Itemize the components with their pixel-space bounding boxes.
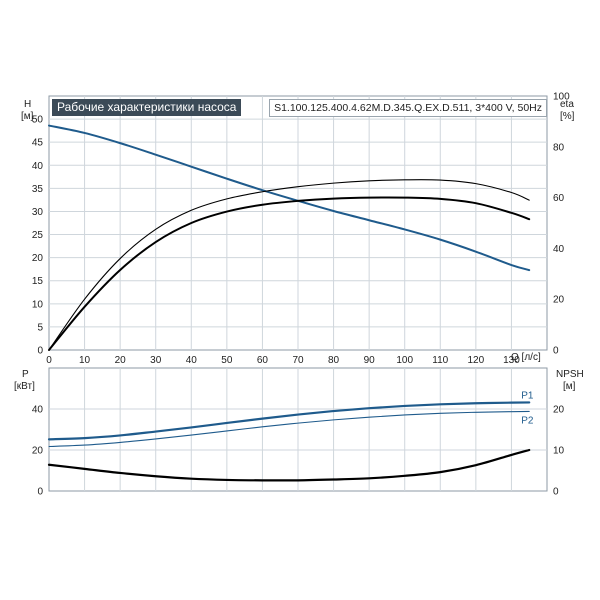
upper-right-tick-label: 80 (553, 142, 565, 153)
x-tick-label: 100 (396, 355, 413, 366)
upper-ticks: 0 10 20 30 40 50 60 70 80 90 100 110 120 130 0 5 10 15 20 2… (32, 92, 570, 367)
upper-right-tick-label: 0 (553, 346, 559, 357)
x-tick-label: 80 (328, 355, 340, 366)
x-tick-label: 70 (292, 355, 304, 366)
lower-left-tick-label: 20 (32, 446, 44, 457)
series-line-eta-lower (48, 196, 531, 351)
upper-right-tick-label: 60 (553, 193, 565, 204)
lower-right-tick-label: 20 (553, 405, 565, 416)
x-tick-label: 60 (257, 355, 269, 366)
series-label-p2: P2 (521, 415, 534, 426)
upper-left-tick-label: 25 (32, 230, 44, 241)
upper-left-tick-label: 15 (32, 276, 44, 287)
upper-plot: 0 10 20 30 40 50 60 70 80 90 100 110 120 130 0 5 10 15 20 2… (32, 92, 570, 367)
lower-right-tick-label: 0 (553, 487, 559, 498)
upper-left-axis-unit: [м] (21, 111, 34, 122)
upper-left-tick-label: 5 (37, 322, 43, 333)
x-tick-label: 0 (46, 355, 52, 366)
lower-left-tick-label: 40 (32, 405, 44, 416)
upper-right-tick-label: 40 (553, 244, 565, 255)
upper-left-tick-label: 45 (32, 138, 44, 149)
series-line-eta-upper (48, 179, 530, 351)
upper-left-tick-label: 50 (32, 115, 44, 126)
series-line-npsh (47, 448, 531, 482)
upper-right-tick-label: 20 (553, 295, 565, 306)
upper-left-tick-label: 20 (32, 253, 44, 264)
pump-model-label: S1.100.125.400.4.62M.D.345.Q.EX.D.511, 3… (269, 99, 547, 117)
lower-left-tick-label: 0 (37, 487, 43, 498)
upper-left-tick-label: 30 (32, 207, 44, 218)
x-tick-label: 110 (432, 355, 448, 366)
x-tick-label: 40 (186, 355, 198, 366)
lower-left-axis-unit: [кВт] (14, 381, 35, 392)
x-tick-label: 130 (503, 355, 520, 366)
chart-title: Рабочие характеристики насоса (52, 99, 242, 116)
upper-left-tick-label: 40 (32, 161, 44, 172)
x-axis-label: Q [л/с] (511, 352, 541, 363)
lower-plot: 0 20 40 0 10 20 P1 P2 (32, 367, 565, 498)
series-line-p1 (47, 401, 531, 441)
lower-right-axis-unit: [м] (563, 381, 576, 392)
upper-series (48, 124, 531, 351)
upper-left-tick-label: 35 (32, 184, 44, 195)
x-tick-label: 50 (221, 355, 233, 366)
lower-right-axis-name: NPSH (556, 369, 584, 380)
lower-right-tick-label: 10 (553, 446, 565, 457)
lower-series: P1 P2 (47, 390, 534, 482)
lower-grid (49, 368, 547, 491)
x-tick-label: 90 (364, 355, 376, 366)
upper-left-axis-name: H (24, 99, 32, 110)
x-tick-label: 30 (150, 355, 162, 366)
x-tick-label: 10 (79, 355, 91, 366)
upper-left-tick-label: 10 (32, 299, 44, 310)
upper-right-axis-name: eta (560, 99, 574, 110)
series-line-p2 (48, 410, 530, 448)
x-tick-label: 120 (468, 355, 485, 366)
upper-right-tick-label: 100 (553, 92, 570, 103)
series-label-p1: P1 (521, 390, 534, 401)
upper-left-tick-label: 0 (37, 346, 43, 357)
x-tick-label: 20 (115, 355, 127, 366)
lower-ticks: 0 20 40 0 10 20 (32, 405, 565, 498)
upper-right-axis-unit: [%] (560, 111, 575, 122)
lower-left-axis-name: P (22, 369, 29, 380)
